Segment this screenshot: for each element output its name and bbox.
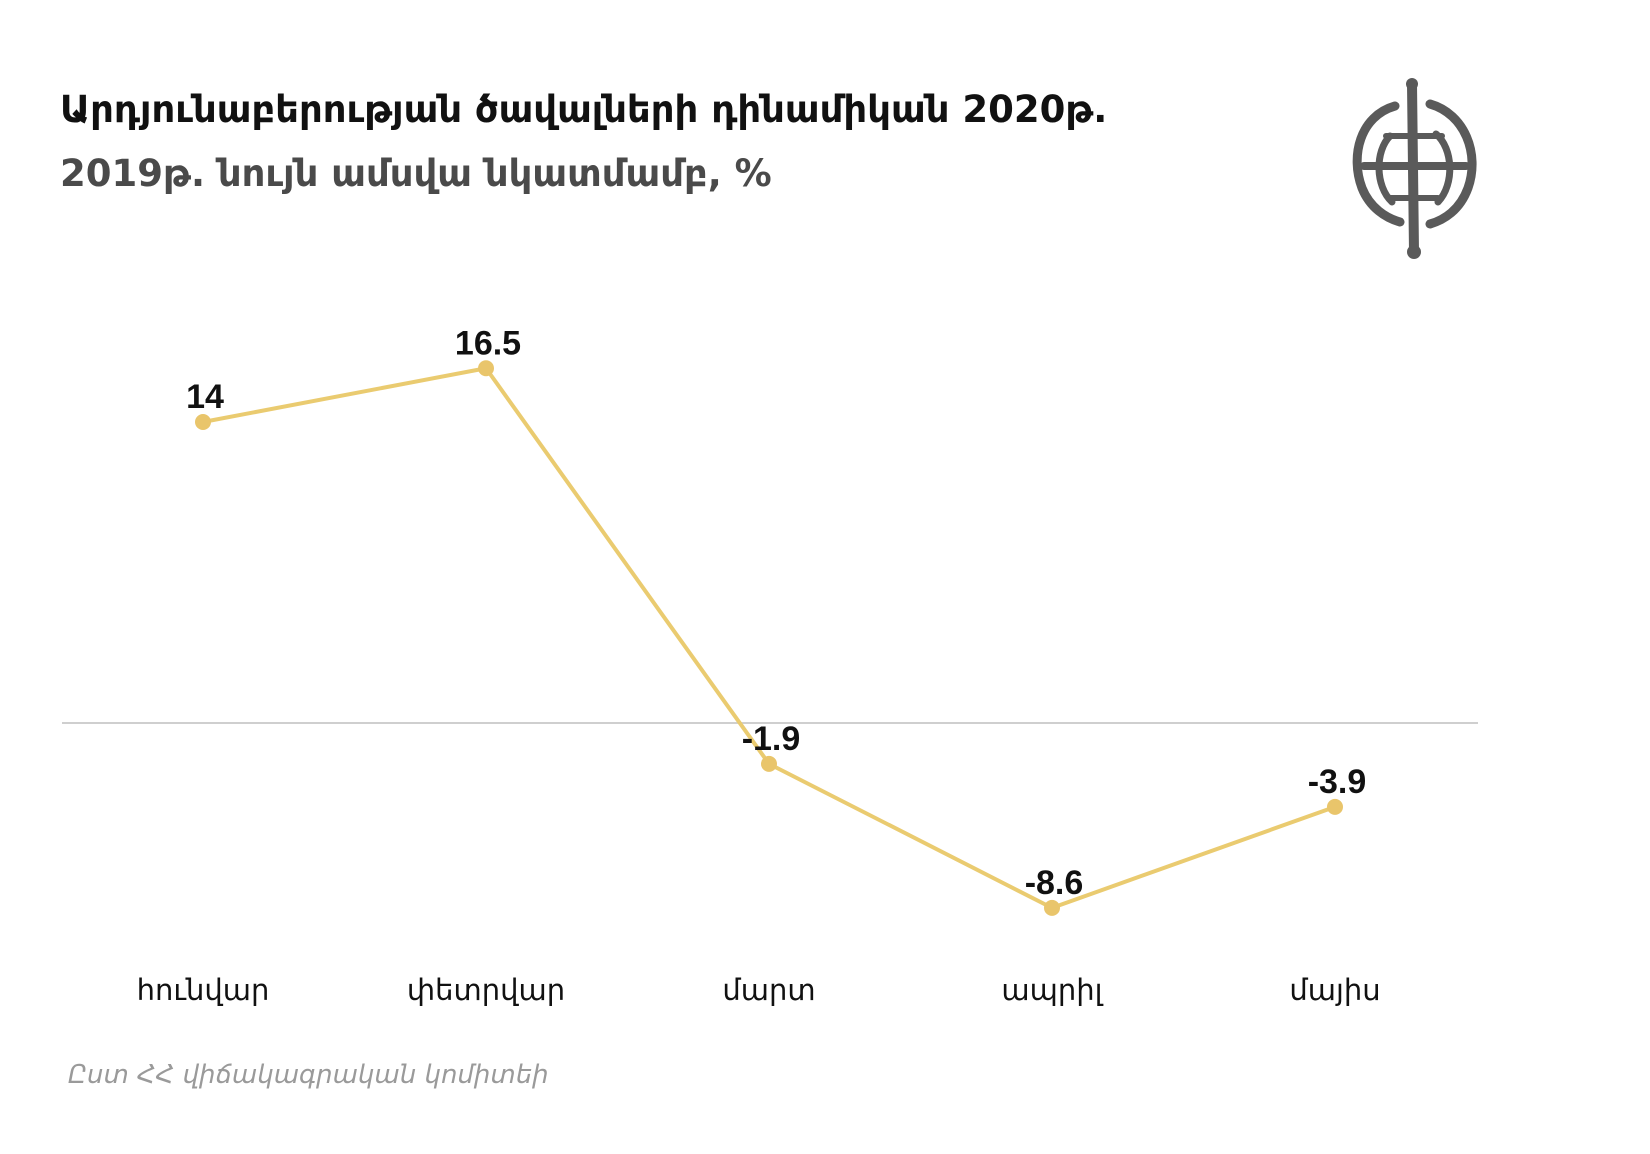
x-tick-label: մայիս [1289,973,1380,1007]
data-point [478,360,494,377]
chart-subtitle: 2019թ. նույն ամսվա նկատմամբ, % [60,152,772,195]
data-label: 14 [186,378,224,416]
x-tick-label: մարտ [722,973,815,1007]
source-note: Ըստ ՀՀ վիճակագրական կոմիտեի [68,1060,549,1090]
globe-emblem-icon [1352,78,1477,259]
data-point [195,414,211,430]
x-tick-label: ապրիլ [1001,973,1103,1007]
data-point [1327,798,1343,815]
x-tick-label: փետրվար [407,973,565,1007]
data-label: -1.9 [742,720,801,758]
data-label: -8.6 [1025,864,1084,902]
chart-title: Արդյունաբերության ծավալների դինամիկան 20… [60,78,1310,206]
chart-title-line1: Արդյունաբերության ծավալների դինամիկան 20… [60,88,1108,131]
data-label: -3.9 [1308,763,1367,801]
data-point [761,755,777,772]
x-tick-label: հունվար [137,973,270,1007]
data-label: 16.5 [455,324,521,362]
series-line [202,366,1336,910]
data-point [1044,899,1060,916]
